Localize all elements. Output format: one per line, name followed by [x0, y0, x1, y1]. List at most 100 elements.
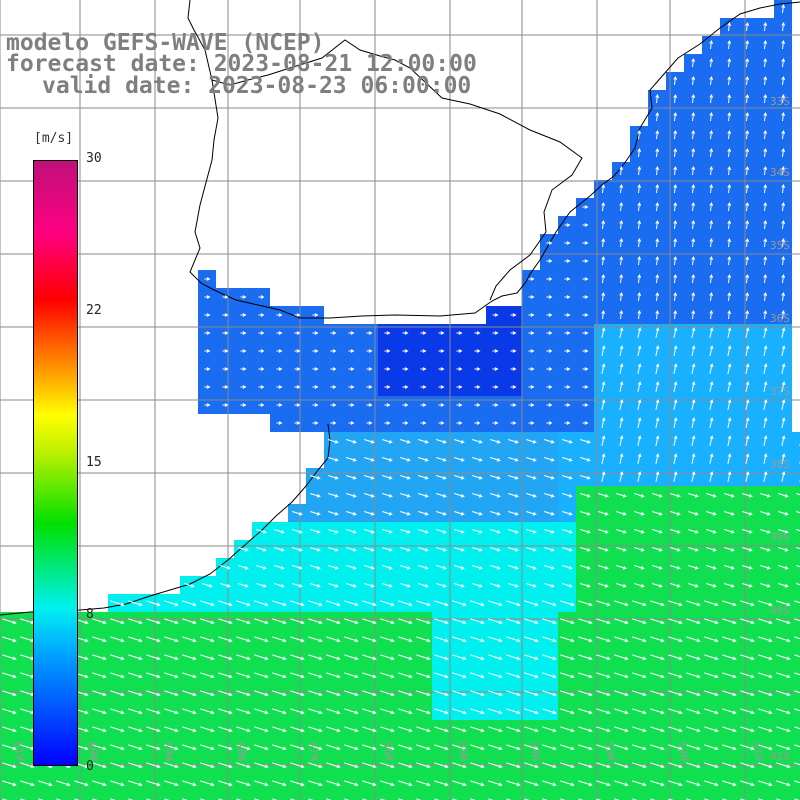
wind-arrow — [292, 583, 303, 588]
wind-arrow — [668, 654, 683, 661]
wind-cell — [792, 576, 800, 594]
wind-arrow — [758, 708, 773, 715]
wind-arrow — [704, 690, 719, 697]
wind-arrow — [709, 255, 714, 266]
wind-arrow — [454, 547, 465, 552]
wind-cell — [666, 792, 684, 800]
wind-arrow — [474, 349, 481, 353]
wind-cell — [252, 792, 270, 800]
wind-arrow — [308, 726, 323, 733]
wind-arrow — [164, 618, 179, 625]
wind-arrow — [308, 708, 323, 715]
wind-arrow — [668, 618, 683, 625]
wind-arrow — [655, 129, 660, 140]
wind-cell — [468, 792, 486, 800]
wind-arrow — [727, 21, 732, 32]
wind-cell — [18, 792, 36, 800]
wind-arrow — [619, 381, 624, 393]
wind-arrow — [362, 672, 377, 679]
wind-arrow — [110, 726, 125, 733]
wind-arrow — [691, 327, 696, 339]
wind-arrow — [691, 57, 696, 68]
wind-arrow — [745, 345, 750, 357]
wind-arrow — [763, 417, 768, 429]
wind-arrow — [474, 367, 481, 371]
wind-arrow — [454, 511, 465, 516]
wind-arrow — [596, 708, 611, 715]
wind-arrow — [2, 780, 17, 787]
wind-arrow — [794, 726, 800, 730]
wind-arrow — [724, 511, 735, 516]
wind-arrow — [456, 421, 463, 425]
wind-arrow — [582, 385, 589, 389]
wind-arrow — [528, 349, 535, 353]
wind-arrow — [330, 385, 337, 389]
wind-arrow — [742, 547, 753, 552]
wind-arrow — [294, 349, 301, 353]
wind-arrow — [254, 672, 269, 679]
latitude-label: 40S — [770, 604, 790, 617]
wind-cell — [576, 792, 594, 800]
wind-arrow — [398, 708, 413, 715]
wind-arrow — [364, 529, 375, 534]
wind-arrow — [781, 3, 786, 14]
wind-arrow — [542, 654, 557, 661]
wind-arrow — [722, 690, 737, 697]
wind-arrow — [655, 363, 660, 375]
wind-arrow — [745, 111, 750, 122]
wind-arrow — [470, 708, 485, 715]
wind-arrow — [686, 600, 701, 607]
longitude-label: 54W — [527, 740, 543, 762]
wind-arrow — [763, 237, 768, 248]
wind-arrow — [760, 493, 771, 498]
wind-cell — [216, 792, 234, 800]
wind-arrow — [619, 183, 624, 194]
wind-arrow — [598, 547, 609, 552]
wind-arrow — [686, 708, 701, 715]
latitude-labels: 33S 34S 35S 36S 37S 38S 39S 40S 41S — [770, 95, 790, 763]
wind-arrow — [724, 565, 735, 570]
wind-arrow — [596, 654, 611, 661]
wind-arrow — [546, 403, 553, 407]
wind-arrow — [673, 219, 678, 230]
wind-arrow — [200, 744, 215, 751]
wind-arrow — [655, 327, 660, 339]
wind-arrow — [490, 493, 501, 498]
wind-arrow — [673, 129, 678, 140]
wind-arrow — [691, 381, 696, 393]
wind-arrow — [238, 547, 249, 552]
wind-arrow — [366, 421, 373, 425]
wind-arrow — [634, 511, 645, 516]
colorbar-tick: 0 — [86, 759, 94, 774]
wind-arrow — [38, 780, 53, 787]
wind-arrow — [546, 349, 553, 353]
wind-arrow — [346, 529, 357, 534]
wind-arrow — [488, 672, 503, 679]
wind-cell — [342, 792, 360, 800]
wind-arrow — [691, 345, 696, 357]
wind-arrow — [582, 349, 589, 353]
wind-arrow — [544, 529, 555, 534]
wind-cell — [414, 792, 432, 800]
wind-arrow — [601, 327, 606, 339]
latitude-label: 37S — [770, 385, 790, 398]
wind-cell — [630, 792, 648, 800]
wind-arrow — [254, 618, 269, 625]
wind-arrow — [382, 457, 393, 462]
wind-arrow — [670, 565, 681, 570]
wind-arrow — [310, 475, 321, 480]
wind-arrow — [472, 547, 483, 552]
wind-arrow — [542, 780, 557, 787]
wind-arrow — [256, 547, 267, 552]
wind-arrow — [650, 780, 665, 787]
wind-arrow — [619, 453, 624, 465]
wind-arrow — [778, 583, 789, 588]
wind-arrow — [362, 708, 377, 715]
wind-arrow — [416, 762, 431, 769]
wind-arrow — [637, 345, 642, 357]
wind-arrow — [200, 636, 215, 643]
wind-arrow — [562, 565, 573, 570]
wind-arrow — [274, 529, 285, 534]
wind-arrow — [222, 367, 229, 371]
wind-arrow — [596, 636, 611, 643]
